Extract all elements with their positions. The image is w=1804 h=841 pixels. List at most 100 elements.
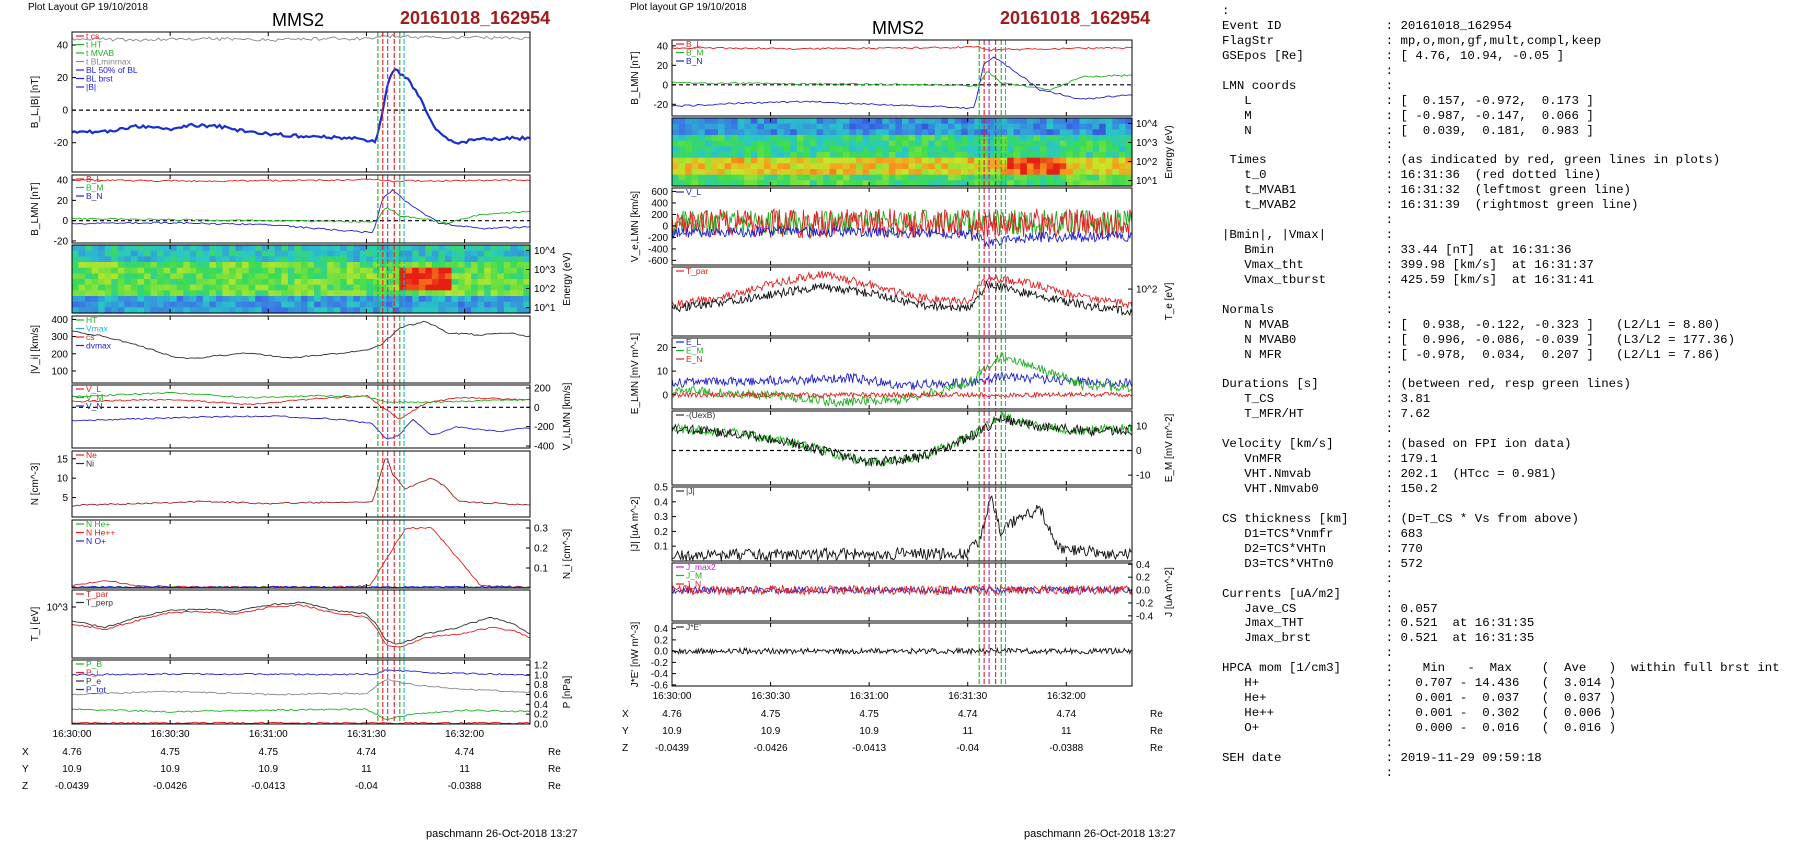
- spectrogram-cell: [346, 245, 354, 252]
- spectrogram-cell: [691, 174, 699, 181]
- spectrogram-cell: [405, 284, 413, 291]
- spectrogram-cell: [744, 140, 752, 147]
- spectrogram-cell: [268, 296, 276, 303]
- spectrogram-cell: [215, 307, 224, 314]
- spectrogram-cell: [1072, 180, 1081, 187]
- spectrogram-cell: [974, 174, 982, 181]
- spectrogram-cell: [372, 290, 381, 297]
- info-key: He+: [1222, 691, 1267, 706]
- spectrogram-cell: [678, 152, 686, 159]
- spectrogram-cell: [757, 140, 765, 147]
- spectrogram-cell: [438, 273, 446, 280]
- spectrogram-cell: [711, 163, 719, 170]
- spectrogram-cell: [888, 140, 897, 147]
- ephemeris-value: -0.0388: [1049, 743, 1083, 754]
- spectrogram-cell: [829, 129, 837, 136]
- spectrogram-cell: [1046, 169, 1054, 176]
- spectrogram-cell: [248, 279, 256, 286]
- spectrogram-cell: [816, 129, 824, 136]
- spectrogram-cell: [98, 301, 106, 308]
- spectrogram-cell: [1125, 140, 1133, 147]
- spectrogram-cell: [379, 296, 387, 303]
- spectrogram-cell: [678, 169, 686, 176]
- spectrogram-cell: [516, 262, 525, 269]
- spectrogram-cell: [314, 250, 322, 257]
- spectrogram-cell: [274, 262, 282, 269]
- info-row: GSEpos [Re]: [ 4.76, 10.94, -0.05 ]: [1222, 49, 1800, 64]
- info-key: Durations [s]: [1222, 377, 1319, 392]
- spectrogram-cell: [744, 129, 752, 136]
- spectrogram-cell: [711, 157, 719, 164]
- spectrogram-cell: [718, 180, 726, 187]
- spectrogram-cell: [921, 129, 929, 136]
- spectrogram-cell: [78, 273, 86, 280]
- spectrogram-cell: [353, 267, 361, 274]
- spectrogram-cell: [274, 296, 282, 303]
- spectrogram-cell: [503, 279, 511, 286]
- spectrogram-cell: [744, 135, 752, 142]
- spectrogram-cell: [856, 135, 864, 142]
- spectrogram-cell: [431, 250, 439, 257]
- spectrogram-cell: [261, 296, 269, 303]
- spectrogram-cell: [941, 146, 949, 153]
- spectrogram-cell: [685, 123, 693, 130]
- spectrogram-cell: [229, 279, 237, 286]
- spectrogram-cell: [987, 163, 995, 170]
- spectrogram-cell: [320, 284, 328, 291]
- spectrogram-cell: [307, 273, 315, 280]
- spectrogram-cell: [698, 140, 706, 147]
- panel-frame: [671, 486, 1133, 562]
- spectrogram-cell: [691, 169, 699, 176]
- spectrogram-cell: [150, 256, 158, 263]
- spectrogram-cell: [954, 146, 962, 153]
- spectrogram-cell: [757, 163, 765, 170]
- spectrogram-cell: [516, 307, 525, 314]
- spectrogram-cell: [281, 279, 289, 286]
- spectrogram-cell: [72, 267, 80, 274]
- legend-label: T_par: [686, 266, 708, 276]
- spectrogram-cell: [202, 301, 210, 308]
- spectrogram-cell: [1007, 129, 1015, 136]
- spectrogram-cell: [248, 307, 256, 314]
- y-tick-label: -10: [1136, 471, 1151, 482]
- spectrogram-cell: [255, 307, 263, 314]
- spectrogram-cell: [908, 180, 916, 187]
- spectrogram-cell: [477, 250, 485, 257]
- spectrogram-cell: [516, 290, 525, 297]
- spectrogram-cell: [209, 284, 217, 291]
- spectrogram-cell: [895, 129, 903, 136]
- spectrogram-cell: [1026, 180, 1035, 187]
- y-tick-label: 400: [651, 198, 668, 209]
- spectrogram-cell: [261, 273, 269, 280]
- spectrogram-cell: [72, 279, 80, 286]
- spectrogram-cell: [229, 250, 237, 257]
- spectrogram-cell: [444, 296, 453, 303]
- spectrogram-cell: [842, 135, 851, 142]
- spectrogram-cell: [836, 157, 844, 164]
- spectrogram-cell: [987, 157, 995, 164]
- series-line: [671, 371, 1133, 390]
- spectrogram-cell: [1033, 129, 1041, 136]
- spectrogram-cell: [176, 301, 184, 308]
- spectrogram-cell: [856, 146, 864, 153]
- spectrogram-cell: [770, 163, 778, 170]
- spectrogram-cell: [987, 174, 995, 181]
- spectrogram-cell: [744, 163, 752, 170]
- spectrogram-cell: [1013, 157, 1021, 164]
- spectrogram-cell: [1079, 180, 1087, 187]
- spectrogram-cell: [215, 301, 224, 308]
- spectrogram-cell: [340, 250, 348, 257]
- spectrogram-cell: [222, 284, 230, 291]
- y-tick-label: 0.3: [534, 524, 548, 535]
- spectrogram-cell: [836, 140, 844, 147]
- spectrogram-cell: [229, 267, 237, 274]
- spectrogram-cell: [1072, 129, 1081, 136]
- spectrogram-cell: [196, 307, 204, 314]
- spectrogram-cell: [718, 135, 726, 142]
- spectrogram-cell: [72, 262, 80, 269]
- spectrogram-cell: [836, 129, 844, 136]
- spectrogram-cell: [1099, 129, 1107, 136]
- spectrogram-cell: [307, 296, 315, 303]
- legend-label: V_L: [86, 384, 101, 394]
- spectrogram-cell: [974, 118, 982, 125]
